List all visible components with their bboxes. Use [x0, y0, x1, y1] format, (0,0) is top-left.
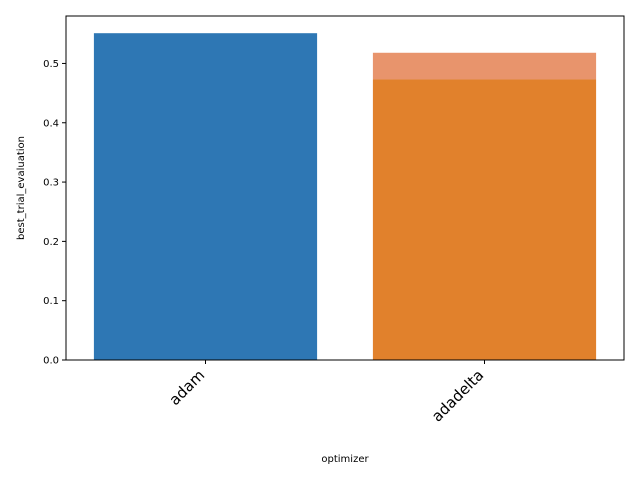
y-tick-label: 0.0	[43, 356, 59, 367]
y-axis: 0.0 0.1 0.2 0.3 0.4 0.5	[43, 59, 66, 367]
axes-frame	[65, 15, 625, 361]
x-axis-title: optimizer	[321, 454, 369, 465]
bar-adadelta	[372, 79, 597, 360]
y-axis-title: best_trial_evaluation	[16, 136, 27, 240]
bar-adam	[93, 33, 318, 360]
y-tick-label: 0.5	[43, 59, 59, 70]
x-tick-label-adam: adam	[166, 366, 209, 409]
plot-area	[93, 33, 597, 360]
y-tick-label: 0.3	[43, 178, 59, 189]
y-tick-label: 0.1	[43, 296, 59, 307]
x-tick-label-adadelta: adadelta	[428, 366, 487, 425]
bar-upper-adadelta	[372, 52, 597, 80]
x-axis: adam adadelta	[166, 360, 487, 425]
y-tick-label: 0.2	[43, 237, 59, 248]
y-tick-label: 0.4	[43, 118, 59, 129]
